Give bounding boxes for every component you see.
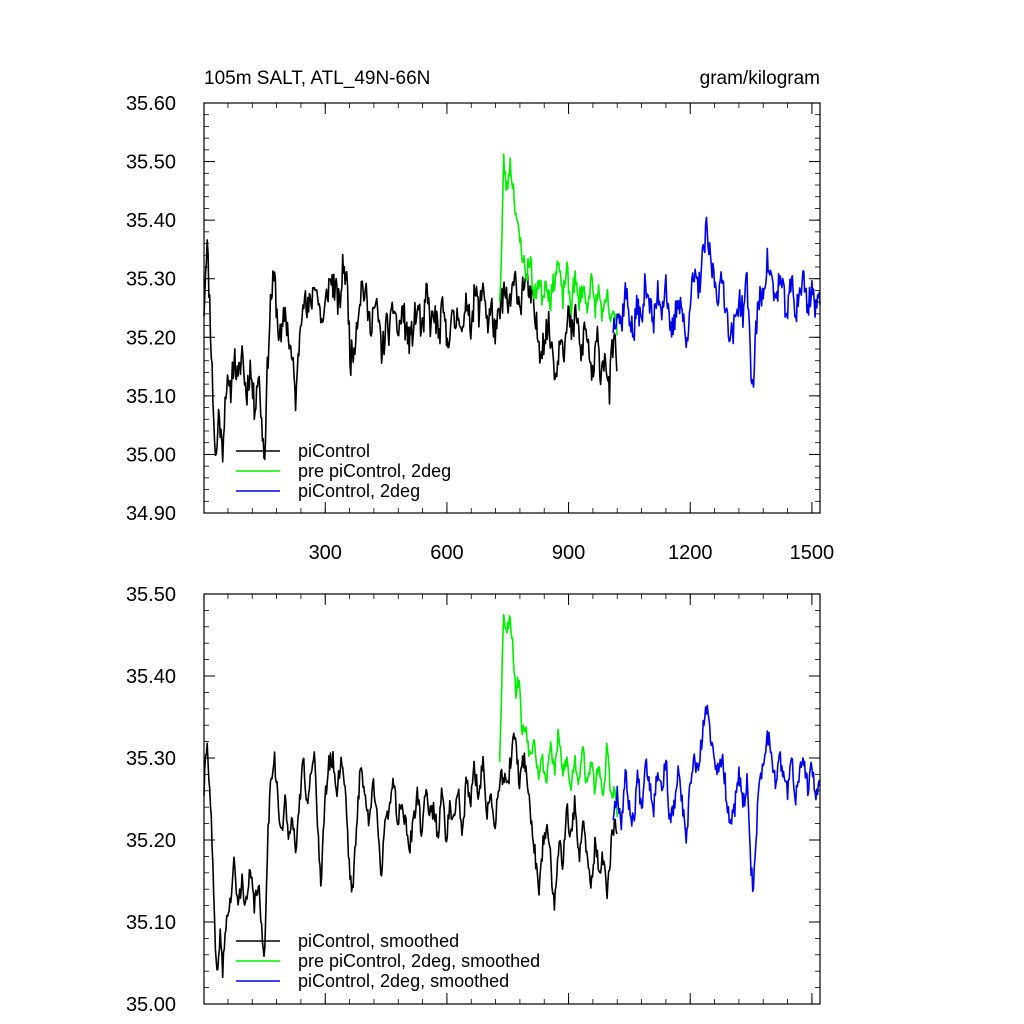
top-series-layer	[203, 153, 821, 463]
legend-label-3: piControl, 2deg, smoothed	[298, 971, 509, 991]
bottom-plot-frame	[203, 593, 821, 1005]
y-tick-label: 35.20	[126, 327, 176, 349]
x-tick-label: 900	[552, 542, 585, 564]
y-tick-label: 35.00	[126, 994, 176, 1016]
y-tick-label: 35.10	[126, 386, 176, 408]
y-tick-label: 35.50	[126, 152, 176, 174]
y-tick-label: 35.10	[126, 912, 176, 934]
y-tick-label: 35.40	[126, 210, 176, 232]
series-line-3	[612, 704, 821, 893]
x-tick-label: 300	[309, 542, 342, 564]
bottom-panel: 35.00 35.10 35.20 35.30 35.40 35.50 piControl…	[126, 584, 821, 1016]
y-tick-label: 35.60	[126, 93, 176, 115]
top-panel: 105m SALT, ATL_49N-66N gram/kilogram 34.…	[126, 68, 834, 564]
x-tick-label: 1500	[790, 542, 835, 564]
y-tick-label: 34.90	[126, 503, 176, 525]
legend-label-1: piControl	[298, 441, 370, 461]
y-tick-label: 35.40	[126, 666, 176, 688]
x-tick-label: 600	[430, 542, 463, 564]
y-tick-label: 35.30	[126, 748, 176, 770]
series-line-1	[203, 239, 618, 463]
chart-title-left: 105m SALT, ATL_49N-66N	[204, 68, 430, 89]
top-tick-layer: 34.90 35.00 35.10 35.20 35.30 35.40 35.50 35.60…	[126, 93, 834, 564]
y-tick-label: 35.20	[126, 830, 176, 852]
legend-label-2: pre piControl, 2deg, smoothed	[298, 951, 540, 971]
y-tick-label: 35.00	[126, 444, 176, 466]
chart-title-right: gram/kilogram	[700, 68, 820, 89]
legend-label-2: pre piControl, 2deg	[298, 461, 451, 481]
bottom-series-layer	[203, 613, 821, 979]
bottom-tick-layer: 35.00 35.10 35.20 35.30 35.40 35.50	[126, 584, 820, 1016]
y-tick-label: 35.50	[126, 584, 176, 606]
series-line-3	[612, 216, 821, 388]
series-line-2	[498, 613, 618, 818]
legend-label-3: piControl, 2deg	[298, 481, 420, 501]
legend-label-1: piControl, smoothed	[298, 931, 459, 951]
top-plot-frame	[203, 102, 821, 514]
y-tick-label: 35.30	[126, 269, 176, 291]
series-line-2	[498, 153, 618, 336]
series-line-1	[203, 732, 618, 979]
x-tick-label: 1200	[668, 542, 713, 564]
